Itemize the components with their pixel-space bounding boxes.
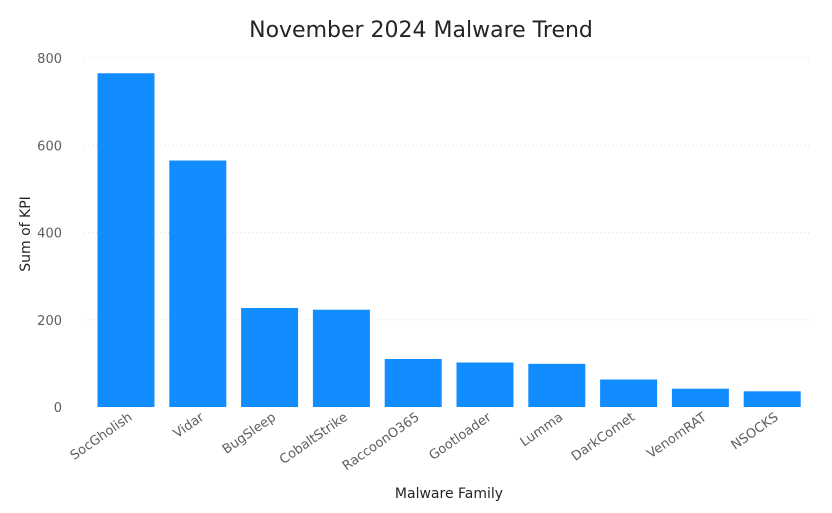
y-tick-label: 800: [37, 52, 62, 67]
x-tick-label: VenomRAT: [645, 410, 710, 462]
y-tick-label: 0: [54, 401, 62, 416]
y-axis-ticks: 0 200 400 600 800: [37, 52, 62, 416]
bar-nsocks: [743, 391, 801, 407]
y-axis-label: Sum of KPI: [18, 196, 34, 272]
bar-bugsleep: [241, 307, 299, 407]
y-tick-label: 200: [37, 314, 62, 329]
gridlines: [84, 57, 812, 321]
y-tick-label: 600: [37, 139, 62, 154]
bar-raccoono365: [384, 359, 442, 407]
bars: [97, 73, 801, 408]
x-tick-label: Lumma: [518, 410, 566, 450]
x-tick-label: DarkComet: [569, 410, 638, 465]
x-tick-label: CobaltStrike: [277, 410, 351, 468]
x-axis-ticks: SocGholish Vidar BugSleepCobaltStrikeRacco…: [68, 410, 782, 474]
x-axis-label: Malware Family: [395, 486, 503, 502]
bar-cobaltstrike: [312, 309, 370, 407]
x-tick-label: Vidar: [171, 410, 208, 442]
x-tick-label: SocGholish: [68, 410, 135, 464]
bar-darkcomet: [600, 379, 658, 407]
chart-title: November 2024 Malware Trend: [249, 18, 593, 43]
bar-gootloader: [456, 362, 514, 407]
x-tick-label: Gootloader: [427, 410, 495, 464]
bar-vidar: [169, 160, 227, 407]
bar-socgholish: [97, 73, 155, 408]
x-tick-label: RaccoonO365: [340, 410, 422, 474]
bar-lumma: [528, 363, 586, 407]
x-tick-label: BugSleep: [220, 410, 279, 458]
bar-venomrat: [671, 388, 729, 407]
y-tick-label: 400: [37, 227, 62, 242]
x-tick-label: NSOCKS: [729, 410, 782, 453]
